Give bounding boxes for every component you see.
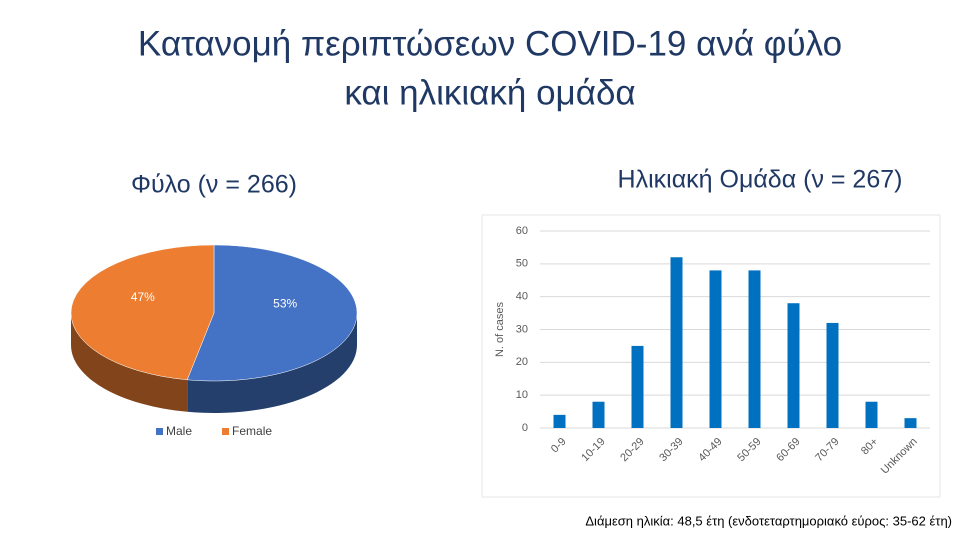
footnote: Διάμεση ηλικία: 48,5 έτη (ενδοτεταρτημορ… — [585, 513, 952, 528]
bar — [787, 303, 800, 428]
x-tick-label: 50-59 — [735, 436, 763, 464]
y-tick-label: 30 — [516, 323, 528, 335]
x-tick-label: 10-19 — [579, 436, 607, 464]
chart-title: Φύλο (ν = 266) — [131, 171, 297, 199]
pie-slice — [70, 244, 215, 381]
legend-label: Female — [232, 424, 272, 438]
bar — [748, 270, 761, 428]
pie-side — [71, 313, 188, 412]
bar — [709, 270, 722, 428]
y-axis-label: N. of cases — [494, 301, 506, 357]
data-label: 47% — [131, 290, 155, 304]
y-tick-label: 10 — [516, 389, 528, 401]
y-tick-label: 40 — [516, 291, 528, 303]
legend-label: Male — [166, 424, 192, 438]
bar — [904, 418, 917, 428]
x-tick-label: 40-49 — [696, 436, 724, 464]
bar — [670, 257, 683, 428]
slide-title: Κατανομή περιπτώσεων COVID-19 ανά φύλο — [138, 24, 842, 63]
y-tick-label: 20 — [516, 356, 528, 368]
bar — [826, 322, 839, 428]
x-tick-label: 0-9 — [549, 436, 569, 456]
bar — [592, 401, 605, 428]
x-tick-label: 30-39 — [657, 436, 685, 464]
chart-frame — [481, 214, 941, 498]
legend-swatch — [222, 428, 230, 435]
y-tick-label: 60 — [516, 225, 528, 237]
bar — [553, 414, 566, 428]
chart-title: Ηλικιακή Ομάδα (ν = 267) — [618, 166, 903, 194]
pie-side — [187, 313, 357, 413]
data-label: 53% — [273, 296, 297, 310]
x-tick-label: 80+ — [859, 436, 881, 458]
legend-swatch — [156, 428, 163, 435]
x-tick-label: Unknown — [879, 436, 920, 477]
y-tick-label: 0 — [522, 422, 528, 434]
x-tick-label: 70-79 — [813, 436, 841, 464]
slide-title: και ηλικιακή ομάδα — [344, 73, 635, 112]
x-tick-label: 20-29 — [618, 436, 646, 464]
y-tick-label: 50 — [516, 258, 528, 270]
bar — [865, 401, 878, 428]
bar — [631, 345, 644, 428]
x-tick-label: 60-69 — [774, 436, 802, 464]
pie-slice — [186, 244, 358, 382]
